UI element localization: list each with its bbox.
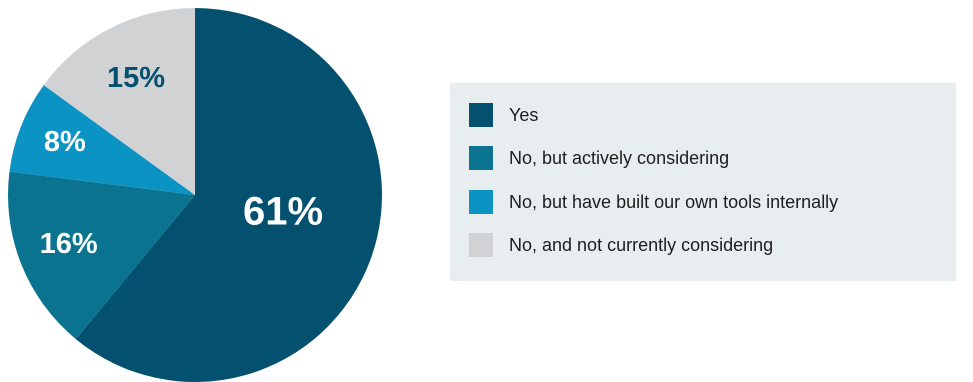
legend-swatch-built-own-tools — [469, 190, 493, 214]
legend-item-not-considering: No, and not currently considering — [469, 233, 773, 257]
data-label-yes: 61% — [243, 190, 323, 234]
pie-chart: 61% 16% 8% 15% — [7, 7, 382, 382]
legend-label-built-own-tools: No, but have built our own tools interna… — [509, 191, 839, 212]
pie-slices — [7, 7, 382, 382]
pie-slice-built-own-tools — [9, 85, 195, 195]
legend-item-yes: Yes — [469, 103, 538, 127]
pie-data-labels: 61% 16% 8% 15% — [40, 62, 323, 260]
legend-label-not-considering: No, and not currently considering — [509, 234, 774, 255]
pie-slice-not-considering — [43, 7, 196, 196]
legend-item-actively-considering: No, but actively considering — [469, 146, 729, 170]
pie-slice-yes — [75, 8, 382, 382]
legend-label-actively-considering: No, but actively considering — [509, 147, 730, 168]
legend-swatch-yes — [469, 103, 493, 127]
legend-swatch-actively-considering — [469, 146, 493, 170]
legend: Yes No, but actively considering No, but… — [450, 83, 956, 281]
legend-label-yes: Yes — [509, 104, 539, 125]
data-label-not-considering: 15% — [107, 62, 165, 94]
legend-swatch-not-considering — [469, 233, 493, 257]
pie-slice-actively-considering — [7, 171, 195, 340]
legend-item-built-own-tools: No, but have built our own tools interna… — [469, 190, 838, 214]
data-label-built-own-tools: 8% — [44, 126, 86, 158]
data-label-actively-considering: 16% — [40, 228, 98, 260]
